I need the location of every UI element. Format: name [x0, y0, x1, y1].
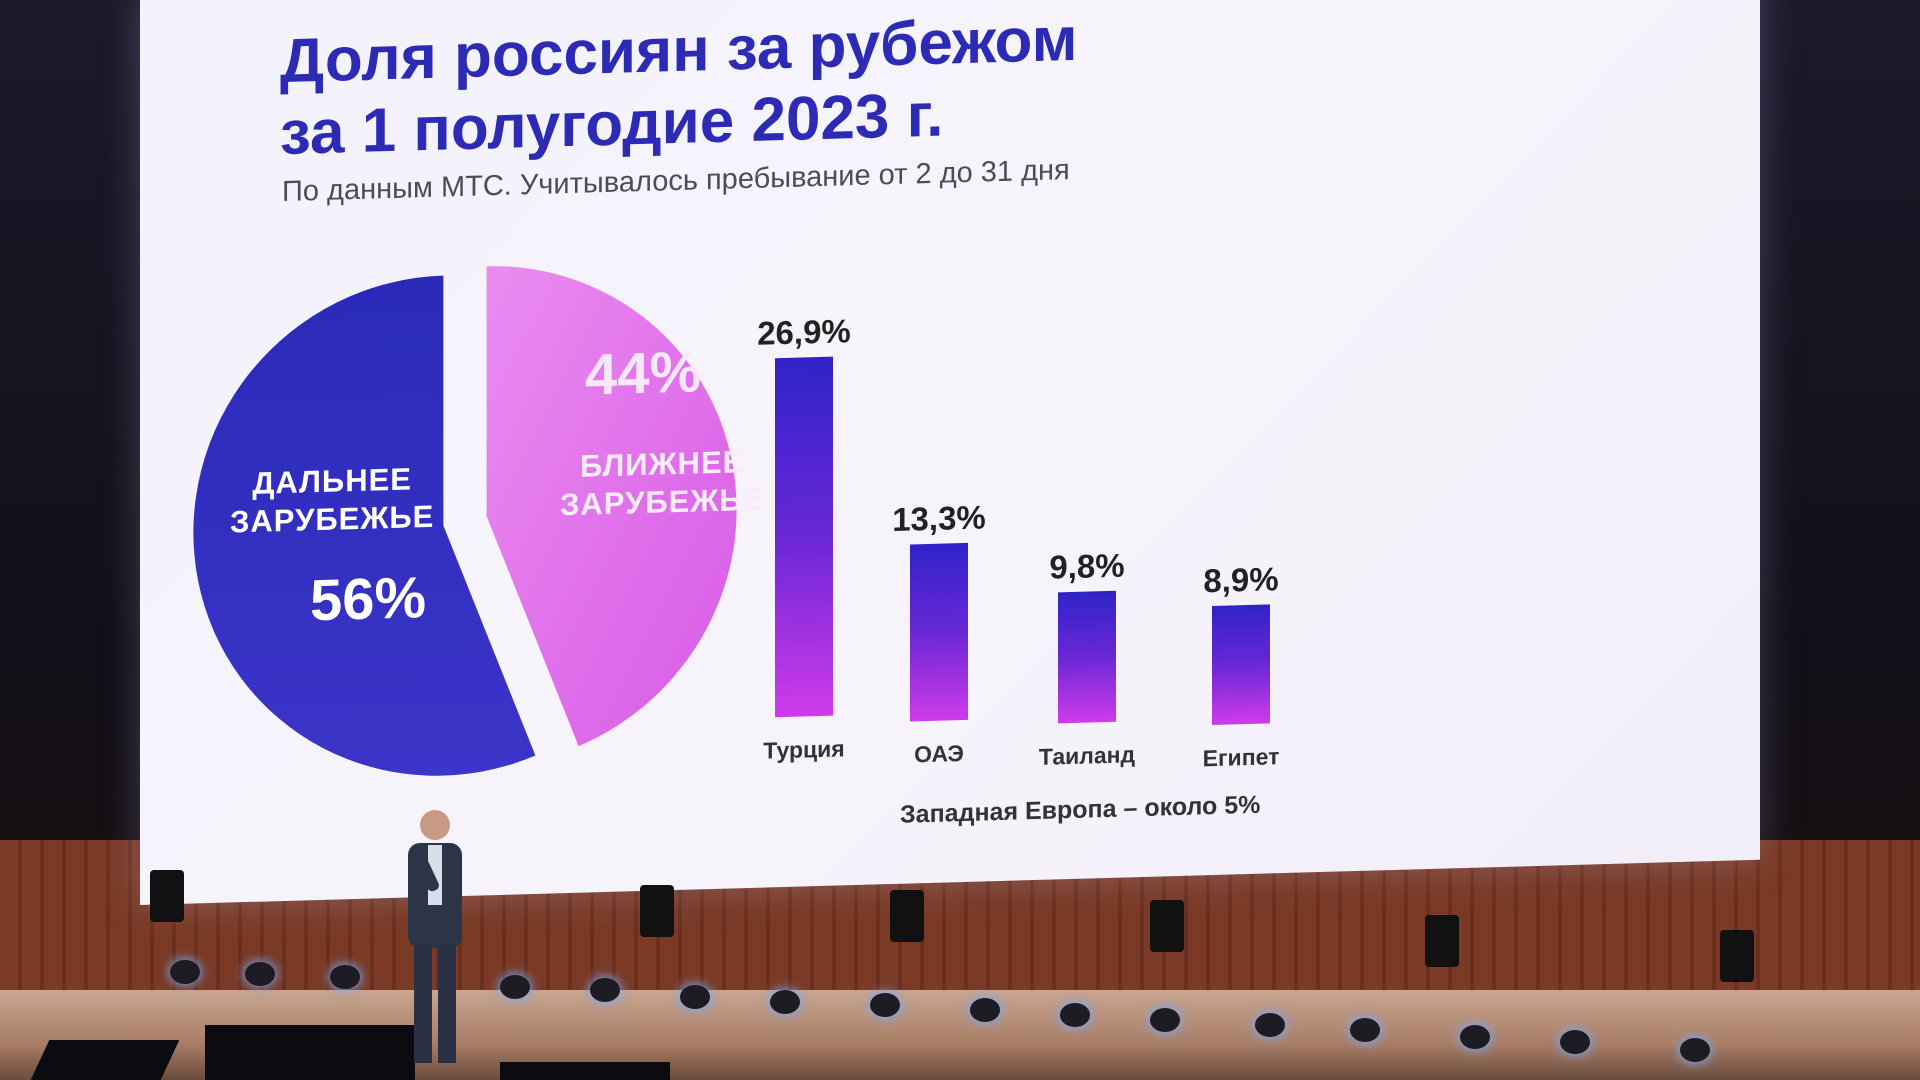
stage-monitor [150, 870, 184, 922]
stage-light [1560, 1030, 1590, 1054]
stage-light [245, 962, 275, 986]
stage-light [590, 978, 620, 1002]
stage-light [500, 975, 530, 999]
bar-value-label: 13,3% [892, 498, 986, 538]
projection-screen: Доля россиян за рубежом за 1 полугодие 2… [140, 0, 1760, 905]
bar-chart: 26,9% Турция 13,3% ОАЭ 9,8% Таиланд 8,9% Египет [140, 0, 1760, 905]
pie-slice-near [486, 266, 737, 747]
stage-monitor [1425, 915, 1459, 967]
stage-monitor-wedge [500, 1062, 670, 1080]
bar-2 [910, 542, 968, 722]
pie-chart [193, 266, 737, 776]
bar-4 [1212, 604, 1270, 726]
stage-monitor [1150, 900, 1184, 952]
stage-light [1350, 1018, 1380, 1042]
bar-category-label: Египет [1202, 743, 1280, 772]
stage-monitor [890, 890, 924, 942]
stage-light [1150, 1008, 1180, 1032]
bar-value-label: 8,9% [1203, 560, 1279, 600]
stage-light [1460, 1025, 1490, 1049]
stage-monitor [1720, 930, 1754, 982]
bar-1 [775, 356, 833, 718]
stage-light [1680, 1038, 1710, 1062]
stage-monitor [640, 885, 674, 937]
stage-light [970, 998, 1000, 1022]
stage-monitor-wedge [30, 1040, 180, 1080]
stage-light [680, 985, 710, 1009]
pie-slice-far [193, 275, 536, 776]
bar-value-label: 26,9% [757, 312, 851, 353]
bar-value-label: 9,8% [1049, 546, 1125, 586]
stage-monitor-wedge [205, 1025, 415, 1080]
stage-light [1255, 1013, 1285, 1037]
stage-light [170, 960, 200, 984]
bar-3 [1058, 591, 1116, 724]
speaker-person [408, 810, 462, 1063]
stage-light [870, 993, 900, 1017]
stage-light [330, 965, 360, 989]
stage-light [1060, 1003, 1090, 1027]
stage-light [770, 990, 800, 1014]
